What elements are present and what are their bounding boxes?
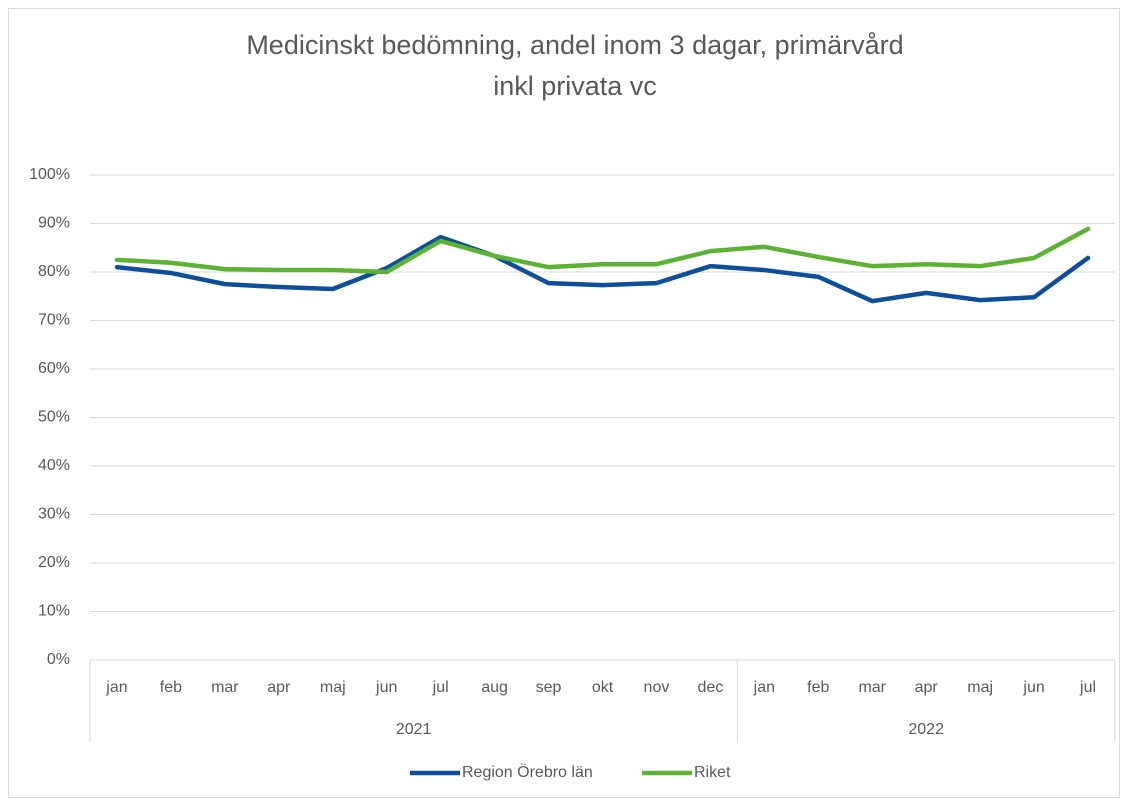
x-tick-label: maj	[320, 679, 346, 696]
x-tick-label: apr	[915, 679, 939, 696]
chart-title: Medicinskt bedömning, andel inom 3 dagar…	[246, 30, 903, 60]
x-group-label: 2021	[396, 721, 432, 738]
y-tick-label: 20%	[38, 554, 70, 571]
legend-label: Riket	[694, 764, 731, 781]
y-tick-label: 80%	[38, 263, 70, 280]
x-group-label: 2022	[908, 721, 944, 738]
x-tick-label: mar	[211, 679, 239, 696]
series-line	[114, 226, 1091, 275]
x-tick-label: apr	[267, 679, 291, 696]
x-tick-label: mar	[858, 679, 886, 696]
x-tick-label: jan	[105, 679, 127, 696]
y-tick-label: 0%	[47, 651, 70, 668]
x-tick-label: okt	[592, 679, 614, 696]
y-tick-label: 100%	[29, 166, 70, 183]
x-tick-label: feb	[160, 679, 182, 696]
y-tick-label: 30%	[38, 506, 70, 523]
y-tick-label: 10%	[38, 603, 70, 620]
chart-title: inkl privata vc	[493, 71, 657, 101]
x-tick-label: feb	[807, 679, 829, 696]
y-tick-label: 50%	[38, 409, 70, 426]
x-tick-label: jan	[753, 679, 775, 696]
x-tick-label: nov	[644, 679, 670, 696]
x-tick-label: jun	[1022, 679, 1044, 696]
x-tick-label: jul	[1079, 679, 1096, 696]
series-line	[114, 234, 1091, 304]
x-tick-label: jul	[432, 679, 449, 696]
x-tick-label: jun	[375, 679, 397, 696]
x-tick-label: maj	[967, 679, 993, 696]
x-tick-label: sep	[536, 679, 562, 696]
x-tick-label: aug	[481, 679, 508, 696]
y-tick-label: 70%	[38, 312, 70, 329]
chart-border	[8, 8, 1120, 798]
x-tick-label: dec	[697, 679, 723, 696]
y-tick-label: 60%	[38, 360, 70, 377]
y-tick-label: 40%	[38, 457, 70, 474]
y-tick-label: 90%	[38, 215, 70, 232]
legend-label: Region Örebro län	[462, 763, 593, 781]
